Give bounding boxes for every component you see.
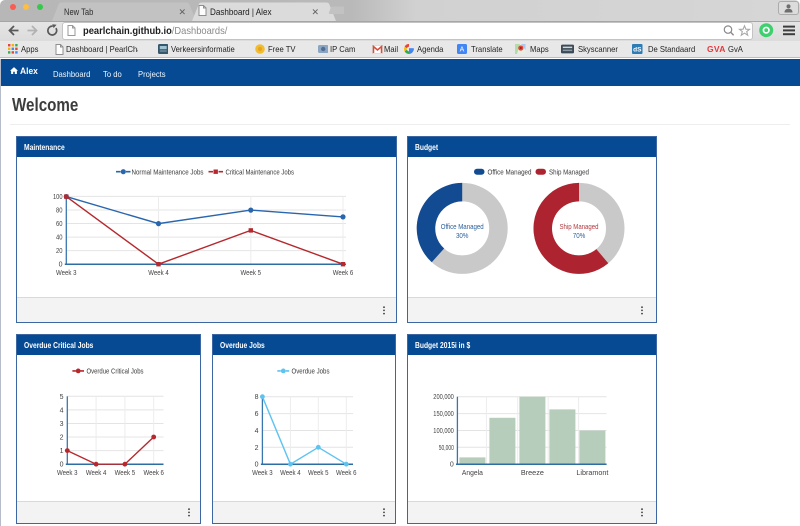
svg-text:40: 40 (56, 235, 63, 242)
svg-text:Normal Maintenance Jobs: Normal Maintenance Jobs (131, 168, 203, 177)
svg-text:1: 1 (60, 448, 64, 455)
svg-text:100,000: 100,000 (433, 428, 454, 435)
svg-text:4: 4 (254, 428, 258, 435)
svg-text:Ship Managed: Ship Managed (549, 168, 589, 177)
svg-text:8: 8 (254, 394, 258, 401)
svg-text:30%: 30% (455, 231, 468, 240)
svg-text:100: 100 (53, 194, 63, 201)
svg-text:A: A (459, 47, 464, 54)
svg-text:Overdue Jobs: Overdue Jobs (291, 367, 329, 376)
svg-text:0: 0 (254, 462, 258, 469)
svg-text:Week 3: Week 3 (252, 468, 273, 477)
svg-text:Breeze: Breeze (520, 468, 543, 477)
svg-text:Week 4: Week 4 (280, 468, 301, 477)
svg-text:Week 3: Week 3 (57, 468, 78, 477)
svg-text:Week 6: Week 6 (336, 468, 357, 477)
svg-text:Office Managed: Office Managed (440, 222, 483, 231)
svg-text:Ship Managed: Ship Managed (559, 222, 598, 231)
svg-text:70%: 70% (572, 231, 585, 240)
svg-text:Critical Maintenance Jobs: Critical Maintenance Jobs (225, 168, 294, 177)
svg-text:20: 20 (56, 248, 63, 255)
svg-text:150,000: 150,000 (433, 411, 454, 418)
svg-text:2: 2 (254, 445, 258, 452)
svg-text:6: 6 (254, 411, 258, 418)
svg-text:Week 4: Week 4 (86, 468, 107, 477)
svg-text:80: 80 (56, 208, 63, 215)
svg-text:Week 5: Week 5 (115, 468, 136, 477)
svg-text:5: 5 (60, 394, 64, 401)
svg-text:Week 5: Week 5 (308, 468, 329, 477)
svg-text:Libramont: Libramont (576, 468, 609, 477)
svg-text:Week 5: Week 5 (240, 268, 260, 277)
svg-text:0: 0 (60, 462, 64, 469)
svg-text:60: 60 (56, 221, 63, 228)
svg-text:2: 2 (60, 435, 64, 442)
svg-text:3: 3 (60, 421, 64, 428)
svg-text:0: 0 (58, 262, 62, 269)
svg-text:Week 6: Week 6 (332, 268, 353, 277)
svg-text:Week 6: Week 6 (143, 468, 164, 477)
svg-text:Week 3: Week 3 (56, 268, 77, 277)
svg-text:Office Managed: Office Managed (487, 168, 531, 177)
svg-text:50,000: 50,000 (438, 445, 453, 452)
svg-text:Angela: Angela (461, 468, 483, 477)
svg-text:200,000: 200,000 (433, 394, 454, 401)
svg-text:Overdue Critical Jobs: Overdue Critical Jobs (87, 367, 144, 376)
svg-text:Week 4: Week 4 (148, 268, 169, 277)
svg-text:dS: dS (633, 47, 642, 54)
svg-text:4: 4 (60, 408, 64, 415)
svg-text:0: 0 (449, 462, 453, 469)
